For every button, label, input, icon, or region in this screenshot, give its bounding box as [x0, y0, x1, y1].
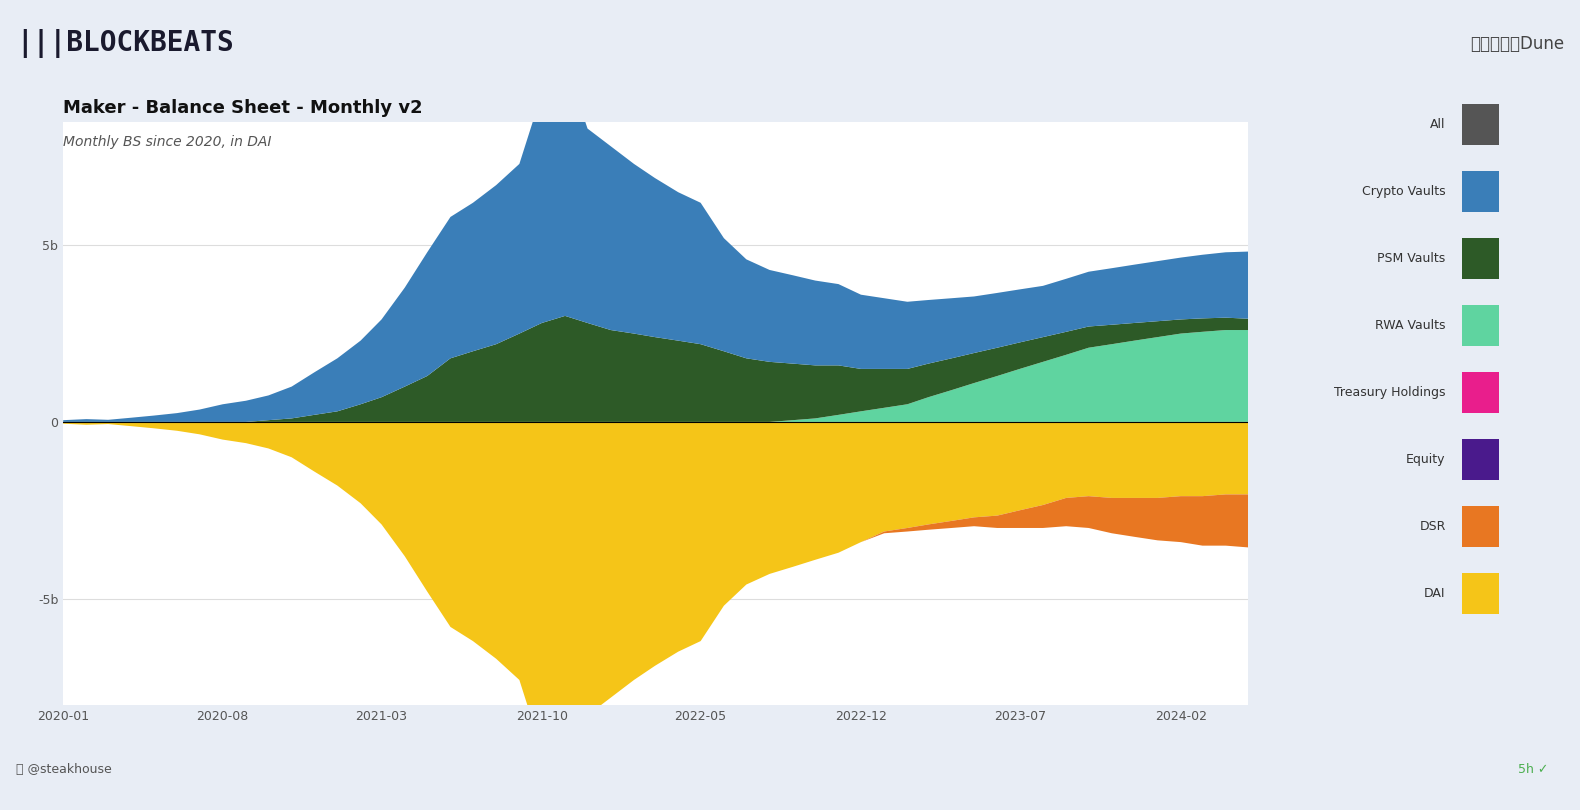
- Text: Equity: Equity: [1406, 454, 1446, 467]
- Text: RWA Vaults: RWA Vaults: [1375, 319, 1446, 332]
- Text: 5h ✓: 5h ✓: [1518, 763, 1548, 776]
- Bar: [1462, 373, 1499, 413]
- Text: 数据来源：Dune: 数据来源：Dune: [1469, 35, 1564, 53]
- Text: Maker - Balance Sheet - Monthly v2: Maker - Balance Sheet - Monthly v2: [63, 100, 423, 117]
- Bar: [1462, 104, 1499, 145]
- Text: Crypto Vaults: Crypto Vaults: [1362, 185, 1446, 198]
- Text: Monthly BS since 2020, in DAI: Monthly BS since 2020, in DAI: [63, 134, 272, 149]
- Text: |||BLOCKBEATS: |||BLOCKBEATS: [16, 29, 234, 58]
- Text: DSR: DSR: [1419, 520, 1446, 533]
- Bar: [1462, 238, 1499, 279]
- Text: 🔖 @steakhouse: 🔖 @steakhouse: [16, 763, 112, 776]
- Text: PSM Vaults: PSM Vaults: [1378, 252, 1446, 265]
- Bar: [1462, 439, 1499, 480]
- Text: Treasury Holdings: Treasury Holdings: [1334, 386, 1446, 399]
- Text: DAI: DAI: [1424, 587, 1446, 600]
- Bar: [1462, 573, 1499, 614]
- Bar: [1462, 171, 1499, 212]
- Bar: [1462, 506, 1499, 548]
- Bar: [1462, 305, 1499, 346]
- Text: All: All: [1430, 118, 1446, 131]
